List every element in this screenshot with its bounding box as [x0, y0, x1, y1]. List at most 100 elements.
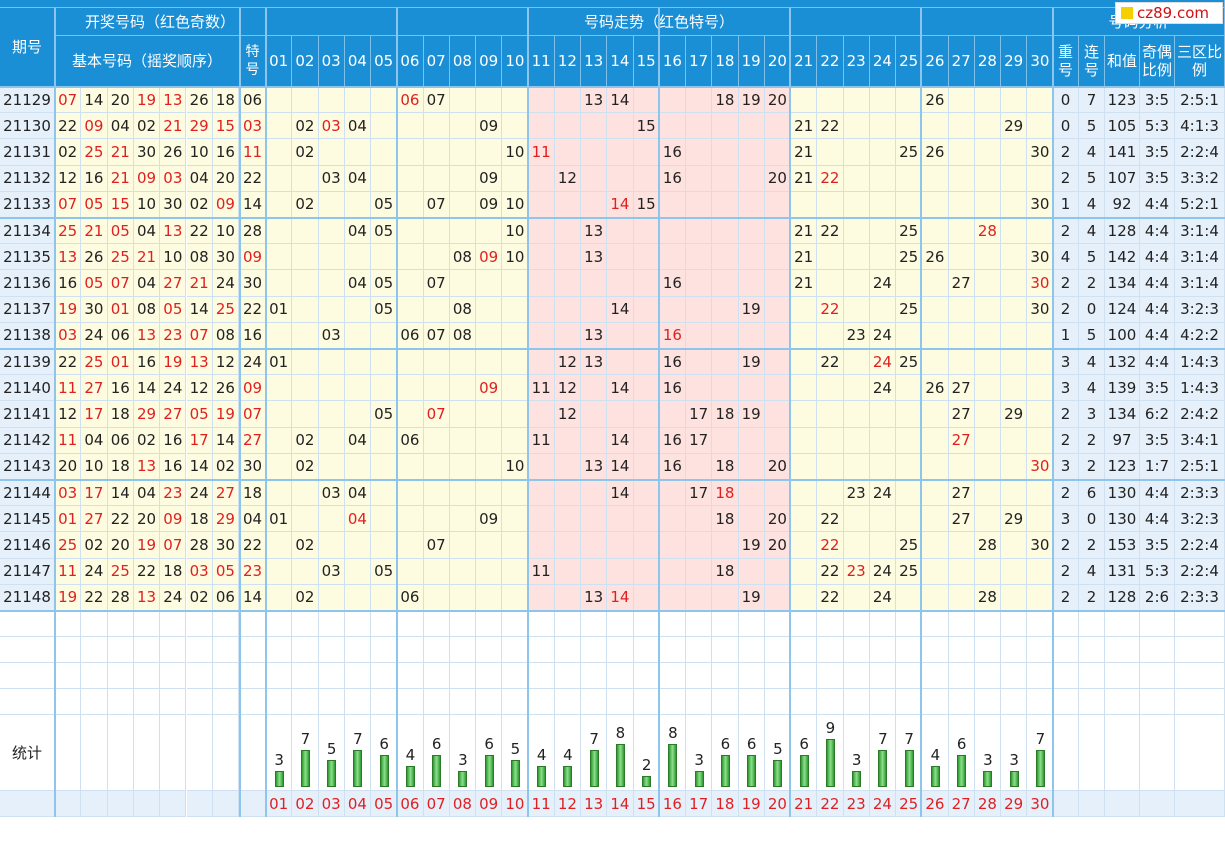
footer-empty-cell: [0, 791, 55, 817]
empty-cell: [948, 637, 975, 663]
trend-cell: [922, 270, 949, 297]
count-label: 3: [983, 751, 993, 769]
trend-hit-cell: 13: [581, 349, 608, 376]
empty-cell: [240, 637, 266, 663]
basic-number-cell: 27: [81, 506, 108, 533]
trend-cell: [528, 244, 555, 271]
trend-cell: [449, 506, 476, 533]
trend-cell: [974, 244, 1001, 271]
trend-cell: [686, 87, 713, 114]
trend-hit-cell: 04: [344, 270, 371, 297]
count-label: 4: [563, 746, 573, 764]
trend-cell: [633, 349, 660, 376]
special-number-cell: 16: [240, 322, 266, 349]
basic-number-cell: 28: [186, 532, 213, 559]
trend-cell: [712, 139, 739, 166]
trend-cell: [817, 401, 844, 428]
analysis-zones-cell: 2:2:4: [1175, 558, 1225, 585]
trend-cell: [502, 270, 529, 297]
empty-cell: [738, 611, 765, 637]
site-watermark[interactable]: cz89.com: [1115, 2, 1223, 24]
count-bar: [1009, 771, 1019, 787]
empty-cell: [133, 611, 161, 637]
trend-hit-cell: 25: [896, 296, 923, 323]
number-col-header: 11: [528, 36, 555, 87]
basic-number-cell: 23: [160, 480, 187, 507]
trend-hit-cell: 12: [554, 165, 581, 192]
count-bar: [878, 750, 888, 787]
analysis-sum-cell: 139: [1105, 375, 1140, 402]
special-header: 特号: [240, 36, 266, 87]
trend-cell: [1001, 558, 1028, 585]
number-col-header: 04: [344, 36, 371, 87]
analysis-oddeven-cell: 4:4: [1140, 480, 1175, 507]
header-bar-top: [0, 0, 1225, 8]
trend-cell: [1001, 270, 1028, 297]
basic-number-cell: 08: [133, 296, 161, 323]
analysis-zones-cell: 1:4:3: [1175, 375, 1225, 402]
stats-empty-cell: [81, 715, 108, 791]
trend-cell: [633, 218, 660, 245]
trend-cell: [633, 532, 660, 559]
trend-hit-cell: 30: [1027, 532, 1054, 559]
basic-number-cell: 11: [55, 427, 82, 454]
trend-cell: [869, 139, 896, 166]
trend-cell: [896, 191, 923, 218]
count-bar: [694, 771, 704, 787]
trend-cell: [817, 244, 844, 271]
count-bar: [668, 744, 678, 787]
trend-cell: [712, 349, 739, 376]
trend-cell: [817, 191, 844, 218]
trend-cell: [607, 349, 634, 376]
empty-cell: [896, 689, 923, 715]
empty-cell: [659, 637, 686, 663]
basic-number-cell: 06: [107, 322, 134, 349]
trend-cell: [581, 427, 608, 454]
empty-cell: [160, 663, 187, 689]
empty-cell: [896, 663, 923, 689]
basic-number-cell: 30: [160, 191, 187, 218]
footer-number-cell: 04: [344, 791, 371, 817]
empty-cell: [686, 611, 713, 637]
trend-cell: [1027, 558, 1054, 585]
trend-cell: [318, 270, 345, 297]
empty-cell: [633, 689, 660, 715]
basic-number-cell: 02: [212, 453, 240, 480]
trend-cell: [659, 401, 686, 428]
trend-cell: [266, 322, 293, 349]
row-separator: [0, 348, 1225, 350]
number-col-header: 28: [974, 36, 1001, 87]
special-number-cell: 14: [240, 191, 266, 218]
trend-cell: [922, 113, 949, 140]
analysis-consec-cell: 6: [1079, 480, 1105, 507]
trend-cell: [764, 401, 791, 428]
trend-cell: [712, 270, 739, 297]
trend-cell: [738, 218, 765, 245]
trend-cell: [423, 558, 450, 585]
empty-cell: [449, 663, 476, 689]
trend-cell: [791, 191, 818, 218]
empty-cell: [133, 689, 161, 715]
empty-cell: [738, 637, 765, 663]
trend-cell: [344, 139, 371, 166]
trend-cell: [581, 270, 608, 297]
trend-cell: [318, 584, 345, 611]
trend-cell: [974, 558, 1001, 585]
trend-cell: [371, 427, 398, 454]
trend-cell: [974, 191, 1001, 218]
basic-number-cell: 13: [160, 87, 187, 114]
trend-hit-cell: 04: [344, 506, 371, 533]
trend-cell: [318, 506, 345, 533]
trend-cell: [974, 87, 1001, 114]
count-bar: [510, 760, 520, 787]
trend-cell: [528, 113, 555, 140]
basic-number-cell: 01: [55, 506, 82, 533]
trend-cell: [659, 532, 686, 559]
trend-cell: [659, 218, 686, 245]
trend-cell: [948, 349, 975, 376]
count-label: 2: [641, 756, 652, 774]
trend-hit-cell: 24: [869, 322, 896, 349]
empty-cell: [55, 663, 82, 689]
trend-cell: [476, 218, 503, 245]
basic-number-cell: 06: [107, 427, 134, 454]
